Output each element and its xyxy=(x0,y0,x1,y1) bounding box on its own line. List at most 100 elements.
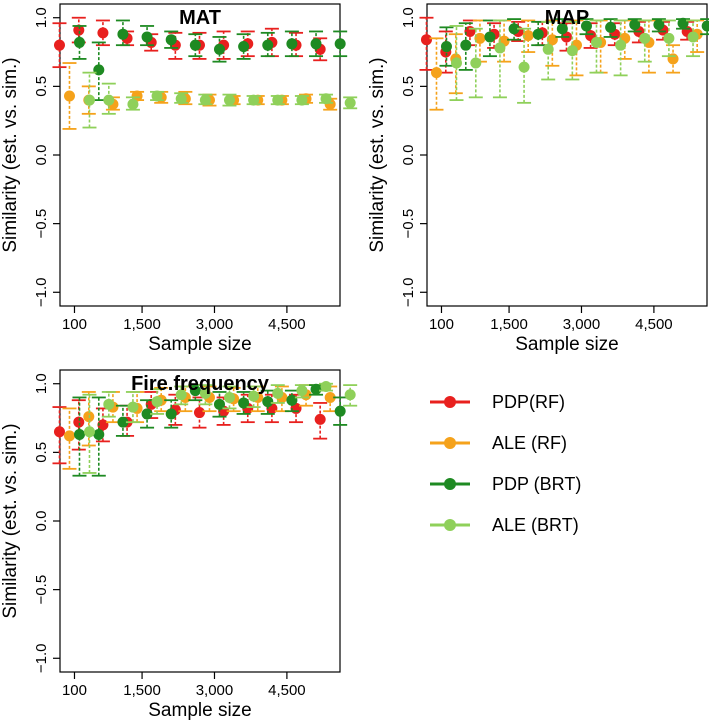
y-axis-title: Similarity (est. vs. sim.) xyxy=(0,57,21,252)
x-axis-title: Sample size xyxy=(148,334,252,355)
x-tick-label: 4,500 xyxy=(268,682,306,699)
data-point xyxy=(296,94,308,106)
y-tick-label: −0.5 xyxy=(33,575,50,605)
data-point xyxy=(615,39,627,51)
y-tick-label: 0.0 xyxy=(33,145,50,166)
data-point xyxy=(314,413,326,425)
data-point xyxy=(334,38,346,50)
y-tick-label: 0.0 xyxy=(400,145,417,166)
series-pdp-brt- xyxy=(72,19,348,101)
y-tick-label: −0.5 xyxy=(400,209,417,239)
data-point xyxy=(165,408,177,420)
x-tick-label: 100 xyxy=(62,316,87,333)
data-point xyxy=(542,43,554,55)
data-point xyxy=(556,23,568,35)
data-point xyxy=(223,391,235,403)
data-point xyxy=(97,27,109,39)
data-point xyxy=(189,39,201,51)
data-point xyxy=(193,407,205,419)
legend-label: PDP (BRT) xyxy=(492,474,581,494)
data-point xyxy=(420,34,432,46)
data-point xyxy=(286,38,298,50)
y-tick-label: 0.0 xyxy=(33,511,50,532)
panel-title: Fire.frequency xyxy=(131,373,270,395)
data-point xyxy=(508,23,520,35)
data-point xyxy=(199,387,211,399)
data-point xyxy=(522,30,534,42)
data-point xyxy=(546,34,558,46)
chart-panel-2: −1.0 −0.5 0.0 0.5 1.0 100 1,500 3,000 4,500 Sampl… xyxy=(0,369,358,721)
data-point xyxy=(320,93,332,105)
series-ale-brt- xyxy=(82,71,358,129)
data-point xyxy=(639,32,651,44)
data-point xyxy=(151,396,163,408)
data-point xyxy=(73,429,85,441)
data-point xyxy=(117,416,129,428)
data-point xyxy=(141,408,153,420)
series-ale-brt- xyxy=(449,19,701,104)
data-point xyxy=(262,39,274,51)
data-point xyxy=(310,383,322,395)
x-tick-label: 3,000 xyxy=(196,316,234,333)
data-point xyxy=(653,19,665,31)
legend-marker xyxy=(444,519,456,531)
data-point xyxy=(566,45,578,57)
data-point xyxy=(165,34,177,46)
data-point xyxy=(117,28,129,40)
data-point xyxy=(73,416,85,428)
data-point xyxy=(605,21,617,33)
data-point xyxy=(334,405,346,417)
data-point xyxy=(310,38,322,50)
data-point xyxy=(518,61,530,73)
data-point xyxy=(238,397,250,409)
x-tick-label: 1,500 xyxy=(123,682,161,699)
data-point xyxy=(296,385,308,397)
x-tick-label: 100 xyxy=(429,316,454,333)
data-point xyxy=(262,396,274,408)
data-point xyxy=(629,19,641,31)
data-point xyxy=(460,39,472,51)
data-point xyxy=(470,57,482,69)
data-point xyxy=(450,57,462,69)
x-tick-label: 3,000 xyxy=(563,316,601,333)
x-tick-label: 4,500 xyxy=(268,316,306,333)
data-point xyxy=(63,430,75,442)
series-pdp-brt- xyxy=(439,17,709,71)
legend-label: ALE (RF) xyxy=(492,433,567,453)
data-point xyxy=(127,401,139,413)
y-axis-title: Similarity (est. vs. sim.) xyxy=(0,423,21,618)
y-tick-label: 0.5 xyxy=(400,76,417,97)
data-point xyxy=(141,31,153,43)
y-tick-label: 1.0 xyxy=(33,373,50,394)
data-point xyxy=(83,426,95,438)
x-tick-label: 1,500 xyxy=(123,316,161,333)
data-point xyxy=(272,94,284,106)
legend-marker xyxy=(444,396,456,408)
data-point xyxy=(223,94,235,106)
data-point xyxy=(248,390,260,402)
data-point xyxy=(93,429,105,441)
data-point xyxy=(213,43,225,55)
data-point xyxy=(151,90,163,102)
x-tick-label: 3,000 xyxy=(196,682,234,699)
x-tick-label: 1,500 xyxy=(490,316,528,333)
panel-title: MAT xyxy=(179,7,221,29)
data-point xyxy=(73,36,85,48)
x-tick-label: 100 xyxy=(62,682,87,699)
data-point xyxy=(127,98,139,110)
legend: PDP(RF) ALE (RF) PDP (BRT) ALE (BRT) xyxy=(430,392,581,535)
chart-panel-0: −1.0 −0.5 0.0 0.5 1.0 100 1,500 3,000 4,500 Sampl… xyxy=(0,3,358,355)
data-point xyxy=(53,39,65,51)
data-point xyxy=(97,419,109,431)
y-tick-label: −0.5 xyxy=(33,209,50,239)
y-tick-label: −1.0 xyxy=(400,277,417,307)
data-point xyxy=(344,389,356,401)
data-point xyxy=(175,389,187,401)
data-point xyxy=(580,20,592,32)
x-tick-label: 4,500 xyxy=(635,316,673,333)
data-point xyxy=(189,385,201,397)
data-point xyxy=(93,64,105,76)
data-point xyxy=(440,41,452,53)
y-tick-label: 0.5 xyxy=(33,76,50,97)
